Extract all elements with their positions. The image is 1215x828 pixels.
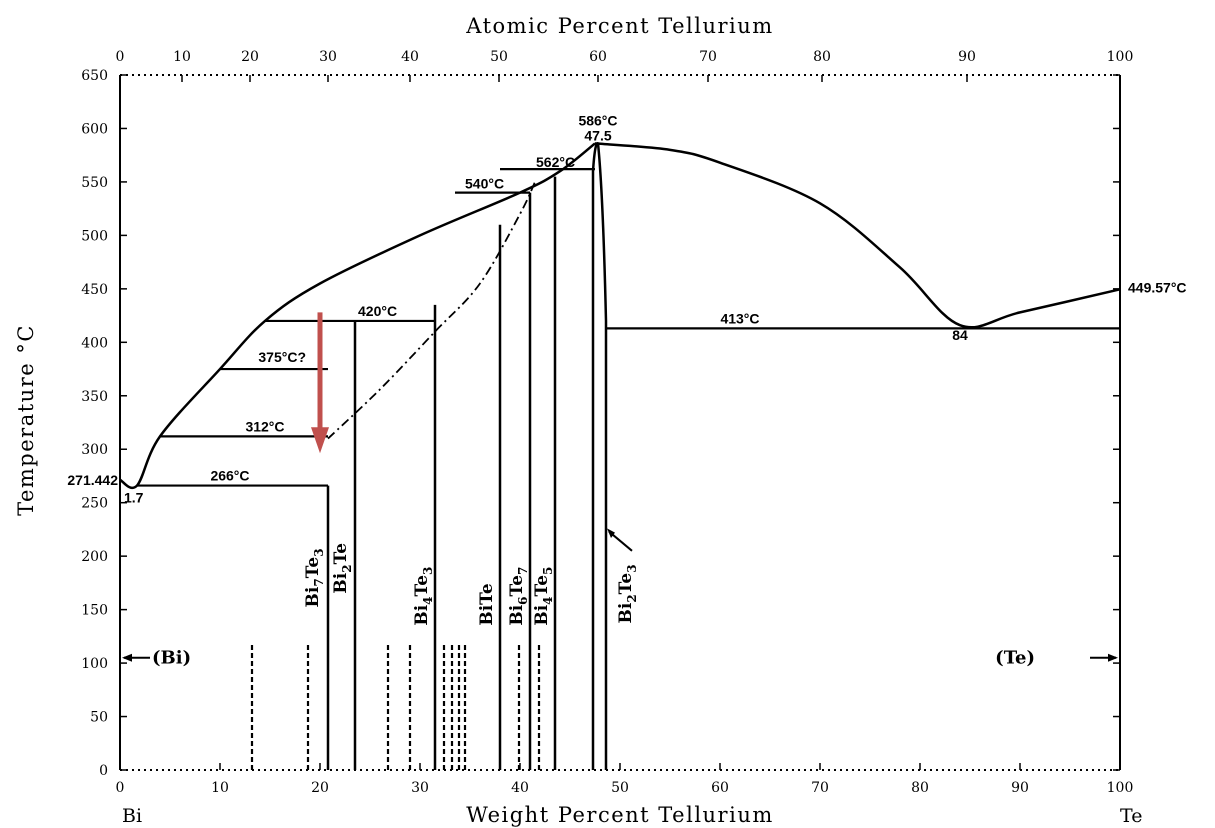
isotherm-label: 420°C bbox=[358, 303, 397, 319]
peak-temp-label: 586°C bbox=[578, 112, 617, 128]
phase-label-bi7te3: Bi7Te3 bbox=[303, 548, 326, 607]
top-tick-label: 90 bbox=[958, 49, 976, 65]
top-tick-label: 0 bbox=[116, 49, 125, 65]
phase-lines bbox=[326, 142, 608, 770]
x-tick-label: 80 bbox=[911, 780, 929, 796]
eutectic-84-label: 84 bbox=[952, 327, 968, 343]
top-tick-label: 20 bbox=[241, 49, 259, 65]
y-axis-title: Temperature °C bbox=[14, 324, 38, 516]
x-tick-label: 20 bbox=[311, 780, 329, 796]
x-tick-label: 0 bbox=[116, 780, 125, 796]
top-tick-label: 70 bbox=[699, 49, 717, 65]
y-tick-label: 250 bbox=[81, 496, 108, 512]
bi-phase-label: (Bi) bbox=[152, 648, 191, 669]
y-tick-label: 500 bbox=[81, 228, 108, 244]
y-tick-label: 350 bbox=[81, 389, 108, 405]
isotherm-label: 312°C bbox=[245, 418, 284, 434]
y-tick-label: 650 bbox=[81, 68, 108, 84]
isotherm-label: 266°C bbox=[210, 468, 249, 484]
liquidus-curves bbox=[119, 142, 1121, 490]
dashed-phase-lines bbox=[250, 643, 541, 770]
phase-label-bite: BiTe bbox=[477, 583, 497, 626]
phase-label-bi6te7: Bi6Te7 bbox=[507, 567, 530, 626]
isotherm-label: 562°C bbox=[536, 154, 575, 170]
y-tick-label: 400 bbox=[81, 335, 108, 351]
y-tick-label: 200 bbox=[81, 549, 108, 565]
y-tick-label: 300 bbox=[81, 442, 108, 458]
bi2te3-right-boundary bbox=[596, 143, 608, 770]
isotherm-lines: 266°C 312°C 375°C? 420°C 540°C 562°C 413°C bbox=[137, 154, 1120, 487]
te-solvus-arrow-head bbox=[1108, 653, 1118, 662]
peak-composition-label: 47.5 bbox=[584, 127, 611, 143]
metastable-dash-dot-curve bbox=[327, 181, 536, 440]
top-tick-label: 10 bbox=[173, 49, 191, 65]
top-tick-label: 60 bbox=[589, 49, 607, 65]
top-tick-label: 80 bbox=[813, 49, 831, 65]
phase-label-bi2te3: Bi2Te3 bbox=[616, 564, 639, 623]
x-tick-label: 30 bbox=[411, 780, 429, 796]
y-tick-label: 150 bbox=[81, 603, 108, 619]
red-arrow-head bbox=[311, 427, 329, 454]
x-axis-title: Weight Percent Tellurium bbox=[466, 803, 774, 827]
x-tick-label: 40 bbox=[511, 780, 529, 796]
bi-end-label: Bi bbox=[122, 805, 142, 827]
x-tick-label: 50 bbox=[611, 780, 629, 796]
bi-solvus-arrow-head bbox=[122, 653, 132, 662]
x-tick-label: 100 bbox=[1107, 780, 1134, 796]
eutectic-comp-label: 1.7 bbox=[124, 489, 144, 505]
phase-label-bi4te3: Bi4Te3 bbox=[412, 567, 435, 626]
tick-marks: 0501001502002503003504004505005506006500… bbox=[81, 49, 1133, 796]
isotherm-label: 413°C bbox=[720, 310, 759, 326]
te-phase-label: (Te) bbox=[995, 648, 1035, 669]
phase-label-bi4te5: Bi4Te5 bbox=[532, 567, 555, 626]
liquidus-right-curve bbox=[594, 142, 1121, 329]
x-tick-label: 60 bbox=[711, 780, 729, 796]
x-tick-label: 10 bbox=[211, 780, 229, 796]
bi2te3-left-boundary bbox=[591, 142, 599, 770]
te-end-label: Te bbox=[1120, 805, 1142, 827]
top-tick-label: 30 bbox=[319, 49, 337, 65]
y-tick-label: 50 bbox=[90, 710, 108, 726]
liquidus-left-curve bbox=[119, 142, 596, 490]
top-tick-label: 100 bbox=[1107, 49, 1134, 65]
isotherm-label: 375°C? bbox=[258, 349, 306, 365]
te-melting-label: 449.57°C bbox=[1128, 279, 1187, 295]
y-tick-label: 100 bbox=[81, 656, 108, 672]
isotherm-label: 540°C bbox=[465, 176, 504, 192]
x-tick-label: 90 bbox=[1011, 780, 1029, 796]
bi2te3-pointer-head bbox=[607, 528, 615, 538]
y-tick-label: 0 bbox=[99, 763, 108, 779]
y-tick-label: 600 bbox=[81, 121, 108, 137]
top-tick-label: 50 bbox=[490, 49, 508, 65]
top-axis-title: Atomic Percent Tellurium bbox=[465, 14, 773, 38]
y-tick-label: 450 bbox=[81, 282, 108, 298]
y-tick-label: 550 bbox=[81, 175, 108, 191]
phase-label-bi2te: Bi2Te bbox=[331, 543, 354, 594]
x-tick-label: 70 bbox=[811, 780, 829, 796]
bi-melting-label: 271.442 bbox=[67, 472, 118, 488]
red-arrow bbox=[311, 312, 329, 454]
top-tick-label: 40 bbox=[401, 49, 419, 65]
